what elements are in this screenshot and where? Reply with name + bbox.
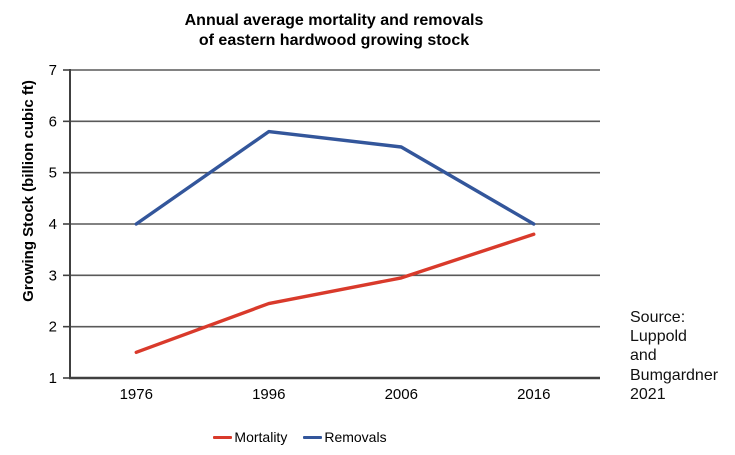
chart-title-line1: Annual average mortality and removals — [184, 12, 484, 29]
y-tick-label: 7 — [49, 62, 57, 79]
x-tick-label: 1976 — [120, 386, 153, 403]
y-tick-label: 3 — [49, 267, 57, 284]
source-note-line: Source: — [630, 309, 686, 326]
source-note-line: Luppold — [630, 328, 687, 346]
source-note-line: Bumgardner — [630, 366, 719, 384]
y-tick-label: 1 — [49, 370, 57, 387]
source-note: Source: Luppold and Bumgardner 2021 — [630, 308, 735, 404]
legend-item-removals: Removals — [303, 429, 387, 445]
x-tick-label: 2006 — [385, 386, 418, 403]
legend-swatch-mortality — [213, 435, 233, 439]
chart-title: Annual average mortality and removals of… — [0, 11, 668, 50]
source-note-line: 2021 — [630, 385, 666, 403]
x-tick-label: 1996 — [252, 386, 285, 403]
series-line-removals — [134, 129, 536, 226]
x-tick-label: 2016 — [517, 386, 550, 403]
y-tick-label: 4 — [49, 216, 57, 233]
legend-label-removals: Removals — [324, 429, 387, 445]
source-note-line: and — [630, 347, 657, 365]
y-tick-label: 2 — [49, 319, 57, 336]
legend-item-mortality: Mortality — [213, 429, 287, 445]
chart-legend: Mortality Removals — [0, 429, 600, 445]
series-line-mortality — [134, 232, 536, 355]
y-tick-label: 5 — [49, 165, 57, 182]
chart-title-line2: of eastern hardwood growing stock — [198, 31, 470, 49]
legend-swatch-removals — [303, 435, 323, 439]
legend-label-mortality: Mortality — [234, 429, 288, 445]
y-tick-label: 6 — [49, 113, 57, 130]
